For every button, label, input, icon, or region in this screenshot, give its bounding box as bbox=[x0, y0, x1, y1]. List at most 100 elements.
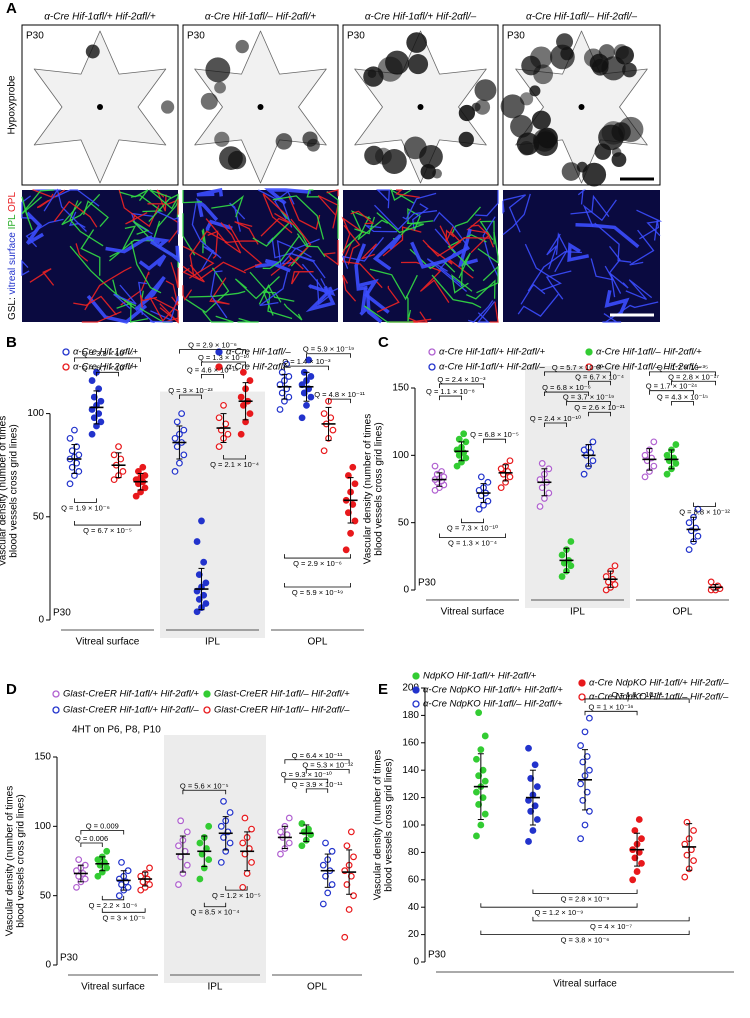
data-point bbox=[180, 426, 188, 434]
data-point bbox=[132, 492, 140, 500]
hypoxic-patch bbox=[275, 133, 293, 150]
data-point bbox=[558, 573, 566, 580]
hypoxic-patch bbox=[458, 104, 476, 122]
vessel bbox=[80, 229, 101, 276]
hypoxic-patch bbox=[407, 54, 429, 75]
data-point bbox=[581, 728, 589, 736]
data-point bbox=[529, 827, 537, 834]
q-value: Q = 6.8 × 10⁻⁶ bbox=[542, 383, 591, 392]
data-point bbox=[141, 484, 149, 492]
vessel bbox=[205, 218, 260, 244]
gsl-image bbox=[343, 190, 498, 322]
data-point bbox=[629, 876, 637, 884]
data-point bbox=[196, 875, 204, 883]
optic-disc bbox=[417, 104, 424, 110]
data-point bbox=[638, 859, 645, 867]
data-point bbox=[239, 401, 247, 409]
data-point bbox=[347, 828, 355, 836]
bracket bbox=[74, 357, 141, 362]
vessel bbox=[260, 212, 294, 237]
data-point bbox=[650, 438, 658, 446]
data-point bbox=[481, 810, 489, 818]
data-point bbox=[506, 457, 514, 465]
hypoxic-patch bbox=[561, 162, 581, 181]
vessel bbox=[517, 293, 559, 317]
data-point bbox=[460, 430, 468, 438]
data-point bbox=[344, 509, 352, 517]
vessel bbox=[502, 200, 505, 214]
data-point bbox=[94, 872, 102, 880]
y-tick-label: 50 bbox=[33, 511, 45, 522]
y-tick-label: 100 bbox=[392, 450, 409, 461]
bracket bbox=[649, 390, 694, 395]
data-point bbox=[341, 933, 349, 941]
bracket bbox=[179, 394, 202, 400]
bracket bbox=[544, 371, 611, 376]
vessel bbox=[350, 210, 375, 225]
data-point bbox=[183, 861, 191, 869]
data-point bbox=[672, 460, 680, 467]
hypoxic-patch bbox=[205, 57, 231, 83]
legend-marker bbox=[62, 348, 70, 356]
vessel bbox=[189, 230, 228, 275]
vessel bbox=[376, 285, 400, 313]
bracket bbox=[96, 371, 119, 377]
data-point bbox=[103, 847, 111, 855]
q-value: Q = 4 × 10⁻⁷ bbox=[590, 922, 632, 931]
x-tick-label: Vitreal surface bbox=[441, 607, 505, 618]
vessel bbox=[431, 274, 482, 309]
vessel bbox=[342, 210, 372, 251]
stage-label: P30 bbox=[507, 31, 525, 42]
q-value: Q = 1.2 × 10⁻⁹ bbox=[535, 908, 584, 917]
vessel bbox=[149, 189, 179, 210]
data-point bbox=[663, 470, 671, 478]
shaded-band bbox=[160, 391, 265, 638]
data-point bbox=[541, 495, 548, 502]
vessel bbox=[196, 187, 224, 197]
vessel bbox=[125, 212, 148, 225]
legend-label: α-Cre NdpKO Hif-1αfl/– Hif-2αfl/– bbox=[589, 692, 729, 703]
hypoxic-patch bbox=[214, 81, 226, 94]
data-point bbox=[202, 600, 210, 607]
data-point bbox=[173, 443, 181, 451]
vessel bbox=[276, 238, 320, 265]
data-point bbox=[66, 480, 74, 488]
bracket bbox=[566, 401, 611, 406]
data-point bbox=[241, 814, 249, 822]
legend-marker bbox=[578, 693, 586, 701]
q-value: Q = 1.2 × 10⁻⁵ bbox=[212, 891, 261, 900]
vessel bbox=[119, 189, 149, 202]
vessel bbox=[354, 243, 368, 291]
q-value: Q = 3.8 × 10⁻¹⁵ bbox=[82, 349, 133, 358]
data-point bbox=[220, 797, 227, 805]
data-point bbox=[97, 418, 105, 426]
q-value: Q = 5.6 × 10⁻⁵ bbox=[180, 781, 229, 790]
column-title: α-Cre Hif-1αfl/– Hif-2αfl/– bbox=[526, 12, 637, 23]
vessel bbox=[134, 275, 166, 312]
data-point bbox=[176, 459, 183, 467]
data-point bbox=[205, 822, 213, 830]
vessel bbox=[466, 218, 495, 248]
q-value: Q = 1.4 × 10⁻³ bbox=[282, 357, 331, 366]
q-value: Q = 2.4 × 10⁻¹⁰ bbox=[530, 414, 581, 423]
hypoxic-patch bbox=[363, 66, 384, 87]
data-point bbox=[455, 435, 463, 443]
data-point bbox=[329, 426, 337, 434]
data-point bbox=[278, 389, 286, 397]
vessel bbox=[546, 233, 561, 270]
hypoxic-patch bbox=[458, 131, 474, 148]
data-point bbox=[276, 406, 284, 413]
q-value: Q = 5.9 × 10⁻¹⁹ bbox=[292, 588, 343, 597]
vessel bbox=[342, 274, 357, 302]
y-tick-label: 160 bbox=[402, 737, 419, 748]
data-point bbox=[635, 816, 643, 823]
legend-marker bbox=[428, 348, 436, 356]
q-value: Q = 4.6 × 10⁻¹⁹ bbox=[187, 365, 238, 374]
data-point bbox=[237, 393, 245, 401]
vessel bbox=[372, 234, 402, 271]
bracket bbox=[328, 398, 351, 404]
data-point bbox=[146, 864, 153, 872]
data-point bbox=[200, 558, 208, 566]
data-point bbox=[672, 441, 680, 448]
